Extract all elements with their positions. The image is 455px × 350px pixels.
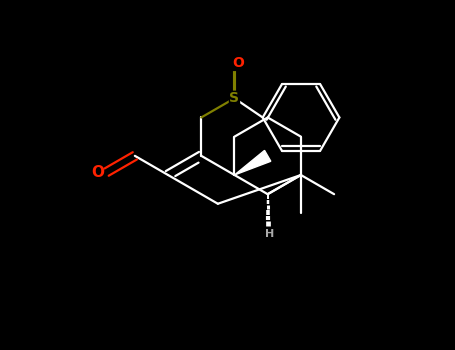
Text: O: O (91, 164, 104, 180)
Polygon shape (234, 150, 271, 175)
Text: H: H (265, 229, 274, 239)
Text: O: O (232, 56, 244, 70)
Text: S: S (229, 91, 239, 105)
